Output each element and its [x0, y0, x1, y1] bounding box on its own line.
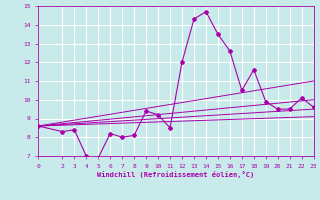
X-axis label: Windchill (Refroidissement éolien,°C): Windchill (Refroidissement éolien,°C) [97, 171, 255, 178]
